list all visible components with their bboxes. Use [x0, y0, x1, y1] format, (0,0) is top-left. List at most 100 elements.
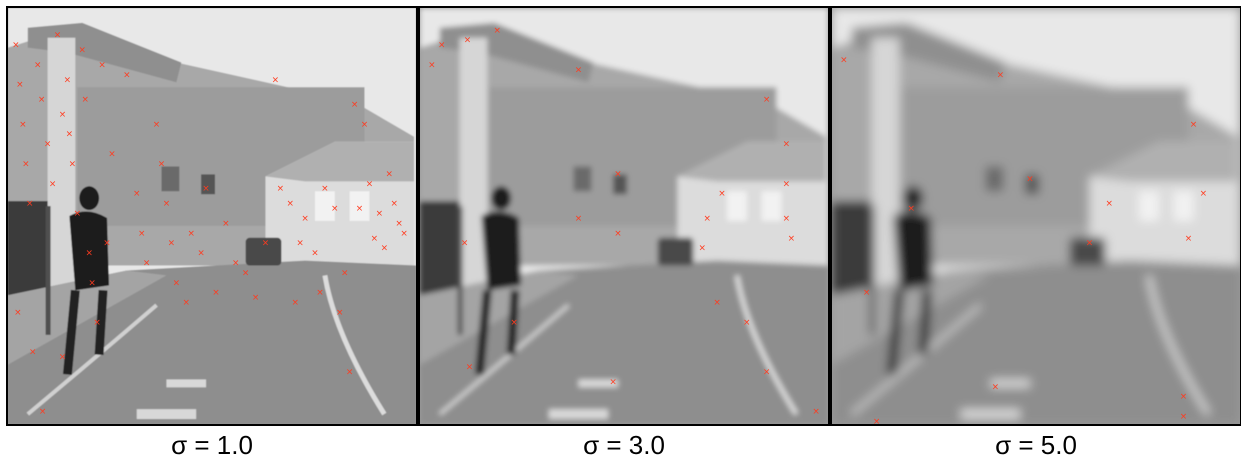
keypoint-marker: × — [311, 249, 318, 259]
keypoint-marker: × — [39, 407, 46, 417]
keypoint-marker: × — [331, 204, 338, 214]
keypoint-marker: × — [614, 169, 621, 179]
keypoint-marker: × — [19, 120, 26, 130]
keypoint-marker: × — [222, 219, 229, 229]
keypoint-marker: × — [1180, 392, 1187, 402]
keypoint-marker: × — [232, 259, 239, 269]
keypoint-marker: × — [252, 293, 259, 303]
keypoint-marker: × — [461, 239, 468, 249]
keypoint-marker: × — [812, 407, 819, 417]
keypoint-marker: × — [79, 46, 86, 56]
keypoint-marker: × — [428, 60, 435, 70]
keypoint-marker: × — [14, 308, 21, 318]
keypoint-marker: × — [575, 214, 582, 224]
keypoint-marker: × — [242, 268, 249, 278]
keypoint-marker: × — [44, 140, 51, 150]
keypoint-marker: × — [336, 308, 343, 318]
keypoint-marker: × — [16, 80, 23, 90]
keypoint-marker: × — [703, 214, 710, 224]
keypoint-marker: × — [277, 184, 284, 194]
keypoint-marker: × — [26, 199, 33, 209]
keypoint-marker: × — [133, 189, 140, 199]
caption-sigma-3: σ = 3.0 — [583, 430, 665, 460]
keypoint-marker: × — [395, 219, 402, 229]
keypoint-marker: × — [614, 229, 621, 239]
keypoint-marker: × — [272, 75, 279, 85]
image-panel-sigma-1: × × × × × × × × × × × × × × × × × × × × × × × × × × × × × × × × × × × × × × × ×… — [6, 6, 418, 426]
keypoint-marker: × — [718, 189, 725, 199]
keypoint-marker: × — [783, 214, 790, 224]
keypoint-marker: × — [788, 234, 795, 244]
keypoint-marker: × — [74, 209, 81, 219]
keypoint-marker: × — [863, 288, 870, 298]
keypoint-marker: × — [93, 318, 100, 328]
keypoint-marker: × — [438, 41, 445, 51]
keypoint-marker: × — [510, 318, 517, 328]
keypoint-marker: × — [783, 179, 790, 189]
keypoint-marker: × — [840, 55, 847, 65]
keypoint-marker: × — [59, 353, 66, 363]
keypoint-marker: × — [98, 60, 105, 70]
keypoint-marker: × — [168, 239, 175, 249]
keypoint-marker: × — [1106, 199, 1113, 209]
keypoint-marker: × — [494, 26, 501, 36]
keypoint-marker: × — [82, 95, 89, 105]
keypoint-marker: × — [575, 65, 582, 75]
keypoints-layer: ×× ×××××××××××××××××××××× — [428, 26, 820, 417]
keypoint-marker: × — [386, 169, 393, 179]
keypoint-marker: × — [296, 239, 303, 249]
keypoint-marker: × — [346, 367, 353, 377]
keypoint-marker: × — [12, 41, 19, 51]
image-panel-sigma-5: × × × × × × × × × × × × × × — [830, 6, 1241, 426]
keypoint-marker: × — [390, 199, 397, 209]
keypoints-layer: × × × × × × × × × × × × × × — [840, 55, 1207, 424]
keypoint-marker: × — [158, 159, 165, 169]
keypoint-marker: × — [997, 70, 1004, 80]
keypoint-marker: × — [34, 60, 41, 70]
keypoint-marker: × — [763, 95, 770, 105]
keypoint-marker: × — [609, 377, 616, 387]
keypoint-marker: × — [103, 239, 110, 249]
keypoint-marker: × — [316, 288, 323, 298]
keypoint-marker: × — [202, 184, 209, 194]
keypoint-marker: × — [59, 110, 66, 120]
keypoint-marker: × — [108, 150, 115, 160]
keypoint-marker: × — [1180, 412, 1187, 422]
keypoint-marker: × — [466, 363, 473, 373]
keypoint-marker: × — [143, 259, 150, 269]
keypoint-marker: × — [163, 199, 170, 209]
keypoint-marker: × — [138, 229, 145, 239]
keypoint-marker: × — [1190, 120, 1197, 130]
keypoint-marker: × — [464, 36, 471, 46]
keypoint-marker: × — [351, 100, 358, 110]
caption-sigma-1: σ = 1.0 — [171, 430, 253, 460]
keypoint-marker: × — [212, 288, 219, 298]
keypoint-marker: × — [183, 298, 190, 308]
keypoint-marker: × — [69, 159, 76, 169]
keypoint-marker: × — [907, 204, 914, 214]
keypoint-marker: × — [22, 159, 29, 169]
keypoint-marker: × — [873, 417, 880, 424]
keypoint-marker: × — [88, 278, 95, 288]
keypoint-marker: × — [64, 75, 71, 85]
keypoint-marker: × — [992, 382, 999, 392]
keypoint-marker: × — [173, 278, 180, 288]
keypoint-marker: × — [371, 234, 378, 244]
keypoint-marker: × — [262, 239, 269, 249]
keypoint-marker: × — [366, 179, 373, 189]
keypoint-marker: × — [197, 249, 204, 259]
keypoint-marker: × — [381, 244, 388, 254]
keypoint-marker: × — [38, 95, 45, 105]
keypoint-marker: × — [743, 318, 750, 328]
keypoint-marker: × — [763, 367, 770, 377]
keypoint-marker: × — [153, 120, 160, 130]
keypoint-marker: × — [1026, 174, 1033, 184]
keypoint-marker: × — [361, 120, 368, 130]
keypoint-marker: × — [301, 214, 308, 224]
keypoint-marker: × — [783, 140, 790, 150]
keypoint-marker: × — [85, 249, 92, 259]
keypoint-marker: × — [400, 229, 407, 239]
keypoint-marker: × — [187, 229, 194, 239]
keypoint-marker: × — [49, 179, 56, 189]
keypoint-marker: × — [123, 70, 130, 80]
